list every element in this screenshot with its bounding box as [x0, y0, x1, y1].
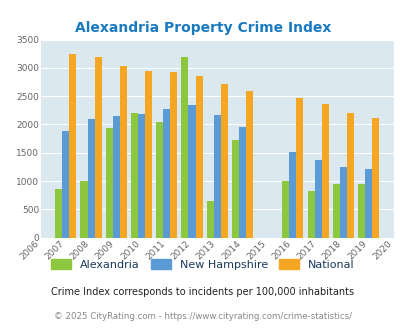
Text: © 2025 CityRating.com - https://www.cityrating.com/crime-statistics/: © 2025 CityRating.com - https://www.city…: [54, 312, 351, 321]
Bar: [206, 201, 213, 238]
Bar: [188, 105, 195, 238]
Bar: [321, 104, 328, 238]
Bar: [213, 115, 220, 238]
Bar: [80, 181, 87, 238]
Bar: [364, 169, 371, 238]
Bar: [238, 127, 245, 238]
Bar: [195, 76, 202, 238]
Bar: [314, 159, 321, 238]
Bar: [307, 191, 314, 238]
Bar: [138, 114, 145, 238]
Bar: [220, 84, 227, 238]
Text: Crime Index corresponds to incidents per 100,000 inhabitants: Crime Index corresponds to incidents per…: [51, 287, 354, 297]
Bar: [105, 128, 113, 238]
Bar: [55, 189, 62, 238]
Bar: [145, 71, 152, 238]
Bar: [69, 54, 76, 238]
Bar: [339, 167, 346, 238]
Bar: [87, 119, 94, 238]
Bar: [156, 122, 163, 238]
Bar: [289, 152, 296, 238]
Bar: [245, 91, 252, 238]
Bar: [296, 98, 303, 238]
Bar: [371, 118, 378, 238]
Legend: Alexandria, New Hampshire, National: Alexandria, New Hampshire, National: [47, 255, 358, 274]
Bar: [181, 56, 188, 238]
Bar: [94, 56, 101, 238]
Bar: [130, 113, 138, 238]
Bar: [170, 72, 177, 238]
Bar: [281, 181, 289, 238]
Bar: [357, 184, 364, 238]
Bar: [332, 184, 339, 238]
Bar: [346, 113, 353, 238]
Text: Alexandria Property Crime Index: Alexandria Property Crime Index: [75, 21, 330, 35]
Bar: [119, 66, 127, 238]
Bar: [163, 109, 170, 238]
Bar: [113, 116, 119, 238]
Bar: [62, 131, 69, 238]
Bar: [231, 140, 238, 238]
